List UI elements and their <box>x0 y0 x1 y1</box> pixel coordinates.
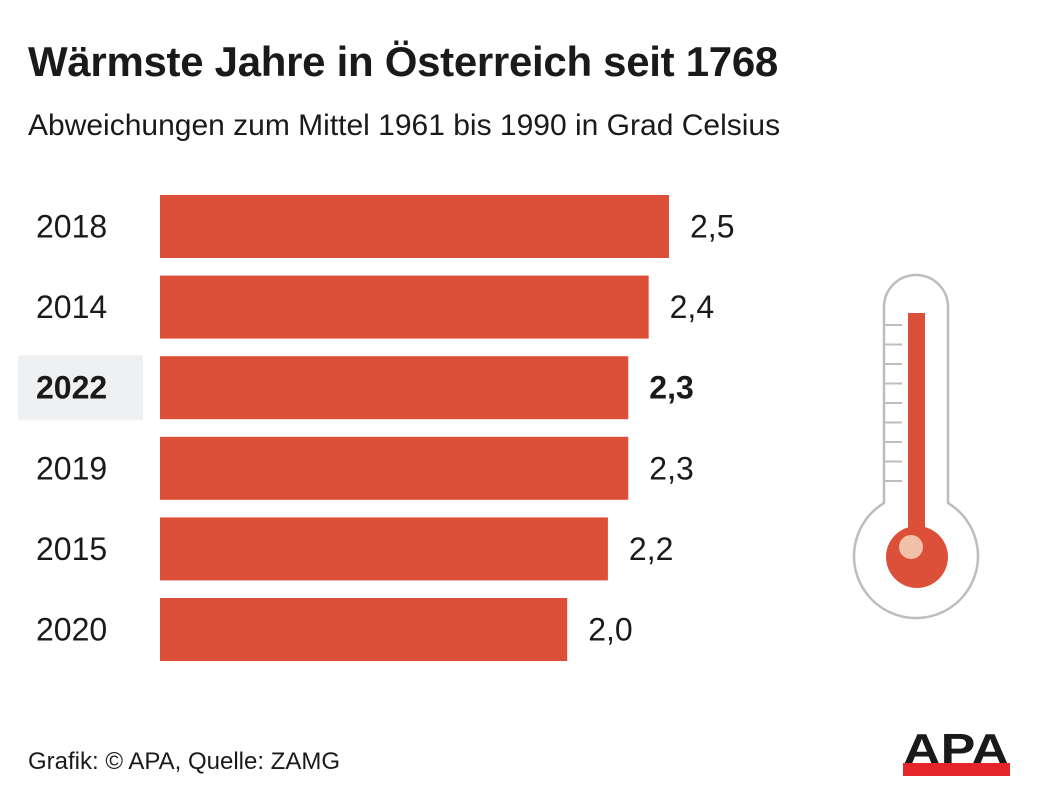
value-label: 2,5 <box>690 209 734 245</box>
apa-logo: APA <box>903 725 1010 776</box>
value-label: 2,4 <box>670 289 714 325</box>
category-label: 2015 <box>36 531 107 567</box>
source-footer: Grafik: © APA, Quelle: ZAMG <box>28 748 340 775</box>
category-label: 2014 <box>36 289 107 325</box>
bars-group: 2018 2,5 2014 2,4 2022 2,3 2019 2,3 2015 2,2 2020 2… <box>18 195 734 661</box>
value-label: 2,0 <box>588 612 632 648</box>
thermometer-icon <box>852 273 980 620</box>
chart-title: Wärmste Jahre in Österreich seit 1768 <box>28 38 778 85</box>
category-label: 2019 <box>36 450 107 486</box>
value-label: 2,3 <box>649 370 693 406</box>
category-label: 2018 <box>36 209 107 245</box>
value-label: 2,2 <box>629 531 673 567</box>
category-label: 2022 <box>36 370 107 406</box>
value-label: 2,3 <box>649 450 693 486</box>
bar <box>160 436 629 500</box>
highlight-background <box>18 355 143 421</box>
category-label: 2020 <box>36 612 107 648</box>
bar <box>160 275 649 339</box>
bar <box>160 598 568 661</box>
bar <box>160 195 669 258</box>
bar <box>160 517 608 581</box>
chart-subtitle: Abweichungen zum Mittel 1961 bis 1990 in… <box>28 109 781 142</box>
bar <box>160 356 629 420</box>
